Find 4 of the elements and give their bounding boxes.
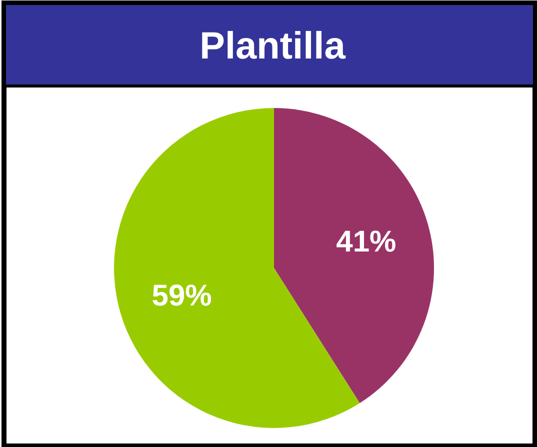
- data-label: 59%: [152, 279, 212, 312]
- pie-slice: [274, 108, 434, 404]
- data-label: 41%: [336, 226, 396, 259]
- chart-title: Plantilla: [200, 25, 346, 68]
